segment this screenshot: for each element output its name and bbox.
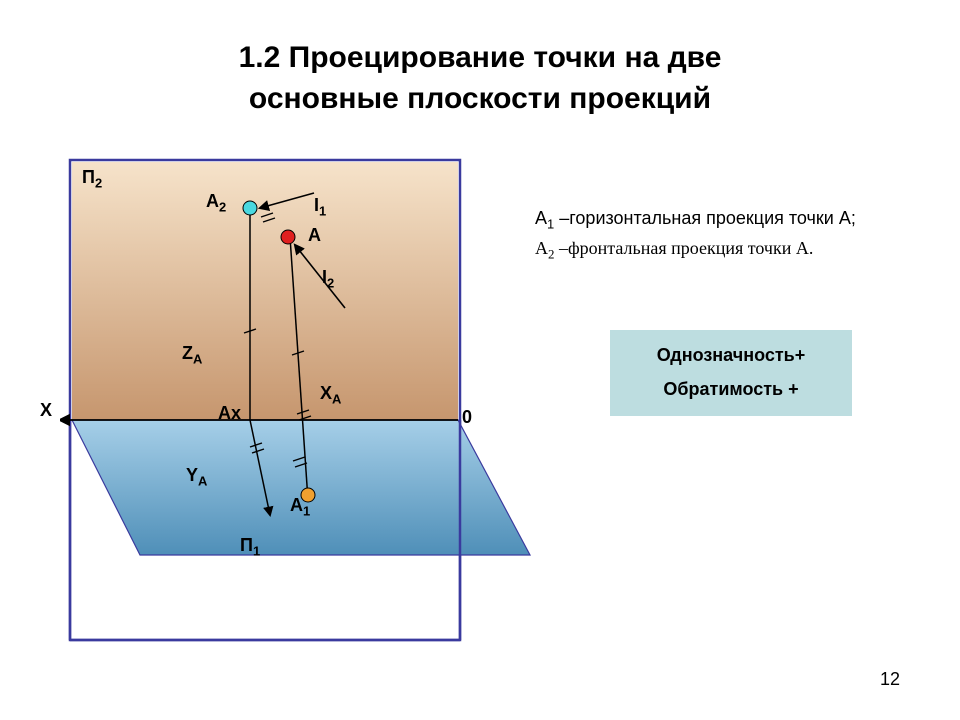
properties-box: Однозначность+ Обратимость + (610, 330, 852, 416)
label-P2: П2 (82, 167, 102, 191)
legend-a2: А2 –фронтальная проекция точки А. (535, 235, 856, 265)
label-I2: I2 (322, 267, 334, 291)
label-A2: А2 (206, 191, 226, 215)
legend-a1: А1 –горизонтальная проекция точки А; (535, 205, 856, 235)
property-uniqueness: Однозначность+ (616, 338, 846, 372)
page-number: 12 (880, 669, 900, 690)
label-I1: I1 (314, 195, 326, 219)
label-A: А (308, 225, 321, 246)
label-ZA: ZA (182, 343, 202, 367)
title-line-1: 1.2 Проецирование точки на две (239, 41, 722, 74)
label-origin: 0 (462, 407, 472, 428)
label-A1: А1 (290, 495, 310, 519)
label-P1: П1 (240, 535, 260, 559)
property-reversibility: Обратимость + (616, 372, 846, 406)
label-Ax: Ах (218, 403, 241, 424)
page-title: 1.2 Проецирование точки на две основные … (0, 38, 960, 119)
projection-diagram: П2 А2 I1 А I2 ZA XA Ах 0 X YA А1 П1 (60, 155, 540, 650)
label-X-axis: X (40, 400, 52, 421)
label-YA: YA (186, 465, 207, 489)
title-line-2: основные плоскости проекций (249, 82, 711, 115)
label-XA: XA (320, 383, 341, 407)
legend-text: А1 –горизонтальная проекция точки А; А2 … (535, 205, 856, 264)
